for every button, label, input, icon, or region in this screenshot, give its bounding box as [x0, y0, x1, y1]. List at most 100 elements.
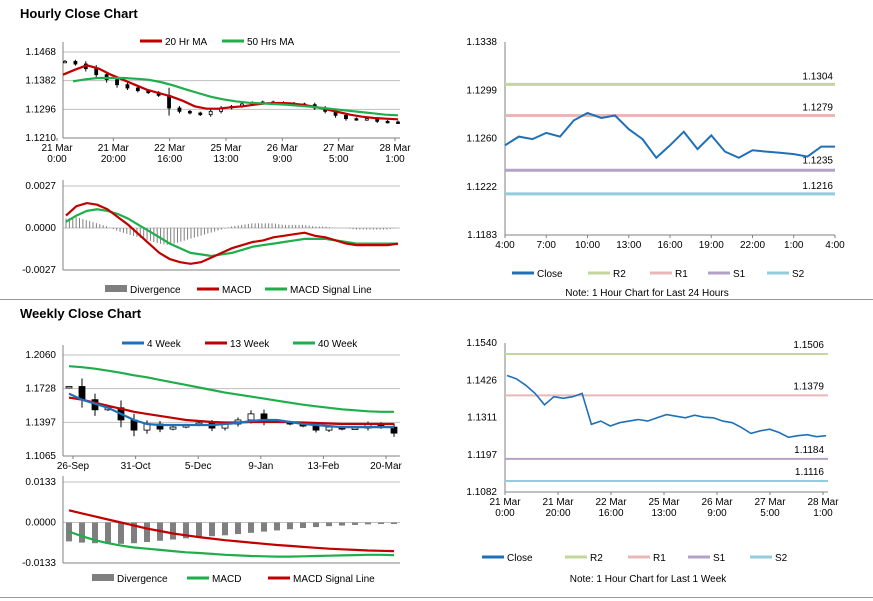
hourly-levels-x-tick-label: 7:00	[537, 240, 557, 251]
weekly-levels-x-tick-label: 13:00	[651, 508, 676, 519]
weekly-price-y-tick-label: 1.2060	[25, 350, 56, 361]
hourly-macd-legend-label: Divergence	[130, 285, 181, 296]
weekly-levels-x-tick-label: 22 Mar	[595, 497, 627, 508]
hourly-levels-y-tick-label: 1.1260	[466, 134, 497, 145]
weekly-levels-close-line	[506, 374, 827, 439]
weekly-macd-y-tick-label: 0.0000	[25, 518, 56, 529]
weekly-price-x-tick-label: 26-Sep	[57, 461, 90, 472]
weekly-divergence-bar	[391, 522, 397, 525]
hourly-levels-x-tick-label: 4:00	[825, 240, 845, 251]
hourly-price-candle-body	[354, 118, 359, 121]
hourly-price-x-tick-label: 27 Mar	[323, 143, 355, 154]
weekly-levels-legend-label: R2	[590, 553, 603, 564]
weekly-price-candle-body	[325, 426, 333, 431]
weekly-price-x-tick-label: 31-Oct	[121, 461, 151, 472]
weekly-price-y-tick-label: 1.1397	[25, 417, 56, 428]
weekly-divergence-bar	[287, 522, 293, 530]
weekly-title: Weekly Close Chart	[20, 306, 142, 321]
hourly-levels-close-line	[504, 111, 835, 160]
weekly-levels-x-tick-label: 26 Mar	[701, 497, 733, 508]
weekly-divergence-bar	[92, 522, 98, 544]
weekly-level-s1-label: 1.1184	[794, 445, 824, 456]
weekly-divergence-bar	[274, 522, 280, 531]
hourly-price-x-tick-label: 5:00	[329, 154, 349, 165]
weekly-divergence-bar	[378, 522, 384, 525]
weekly-divergence-bar	[196, 522, 202, 538]
hourly-price-x-tick-label: 16:00	[157, 154, 182, 165]
weekly-levels-legend-label: R1	[653, 553, 666, 564]
hourly-price-legend-label: 50 Hrs MA	[247, 37, 295, 48]
hourly-price-candle-body	[198, 112, 203, 116]
hourly-price-y-tick-label: 1.1296	[25, 104, 56, 115]
weekly-divergence-bar	[352, 522, 358, 525]
hourly-price-candle-body	[73, 60, 78, 65]
hourly-price-x-tick-label: 21 Mar	[98, 143, 130, 154]
hourly-price-candle-body	[125, 84, 130, 89]
weekly-levels-y-tick-label: 1.1540	[466, 338, 497, 349]
hourly-level-s1-label: 1.1235	[802, 155, 833, 166]
hourly-levels-y-tick-label: 1.1222	[466, 182, 497, 193]
hourly-price-legend-label: 20 Hr MA	[165, 37, 208, 48]
hourly-price-x-tick-label: 13:00	[213, 154, 238, 165]
weekly-divergence-bar	[79, 522, 85, 543]
hourly-price-candle-body	[63, 60, 67, 64]
hourly-levels-legend-label: R1	[675, 269, 688, 280]
weekly-level-r2-label: 1.1506	[793, 340, 824, 351]
hourly-macd-legend-label: MACD Signal Line	[290, 285, 372, 296]
weekly-levels-x-tick-label: 5:00	[760, 508, 780, 519]
hourly-macd-y-tick-label: -0.0027	[22, 265, 56, 276]
weekly-divergence-bar	[118, 522, 124, 544]
hourly-level-s2-label: 1.1216	[802, 181, 833, 192]
weekly-levels-legend-label: Close	[507, 553, 533, 564]
hourly-price-candle-body	[344, 114, 348, 120]
hourly-price-x-tick-label: 25 Mar	[210, 143, 242, 154]
weekly-levels-x-tick-label: 0:00	[495, 508, 515, 519]
weekly-levels-x-tick-label: 25 Mar	[648, 497, 680, 508]
hourly-price-x-tick-label: 1:00	[385, 154, 405, 165]
weekly-levels-x-tick-label: 20:00	[545, 508, 570, 519]
weekly-divergence-bar	[235, 522, 241, 535]
hourly-level-r2-label: 1.1304	[802, 71, 833, 82]
hourly-price-candle-body	[187, 110, 192, 114]
weekly-level-r1-label: 1.1379	[793, 381, 824, 392]
weekly-levels-x-tick-label: 21 Mar	[542, 497, 574, 508]
weekly-levels-x-tick-label: 1:00	[813, 508, 833, 519]
hourly-macd-legend-swatch	[105, 285, 127, 292]
weekly-levels-y-tick-label: 1.1311	[467, 413, 497, 424]
hourly-price-x-tick-label: 28 Mar	[379, 143, 411, 154]
weekly-macd-signal-line	[68, 509, 395, 553]
hourly-price-candle-body	[396, 121, 400, 124]
hourly-price-candle-body	[208, 110, 213, 116]
weekly-price-x-tick-label: 9-Jan	[248, 461, 273, 472]
weekly-divergence-bar	[131, 522, 137, 544]
weekly-macd-legend-label: Divergence	[117, 574, 168, 585]
hourly-price-candle-body	[385, 120, 390, 124]
hourly-levels-x-tick-label: 4:00	[495, 240, 515, 251]
hourly-levels-legend-label: S2	[792, 269, 805, 280]
weekly-divergence-bar	[105, 522, 111, 544]
hourly-levels-x-tick-label: 16:00	[657, 240, 682, 251]
weekly-levels-x-tick-label: 27 Mar	[754, 497, 786, 508]
hourly-price-x-tick-label: 0:00	[47, 154, 67, 165]
weekly-price-candle-body	[351, 427, 359, 430]
weekly-divergence-bar	[326, 522, 332, 527]
weekly-level-s2-label: 1.1116	[795, 467, 825, 478]
weekly-price-candle-body	[312, 425, 320, 431]
hourly-levels-legend-label: S1	[733, 269, 746, 280]
weekly-divergence-bar	[209, 522, 215, 537]
weekly-macd-legend-label: MACD	[212, 574, 241, 585]
weekly-price-x-tick-label: 13-Feb	[308, 461, 340, 472]
weekly-price-candle-body	[169, 426, 177, 430]
hourly-levels-x-tick-label: 22:00	[740, 240, 765, 251]
weekly-macd-line	[68, 530, 395, 558]
weekly-price-x-tick-label: 20-Mar	[370, 461, 402, 472]
hourly-levels-y-tick-label: 1.1338	[466, 37, 497, 48]
weekly-levels-legend-label: S1	[713, 553, 726, 564]
hourly-macd-y-tick-label: 0.0000	[25, 223, 56, 234]
hourly-levels-note: Note: 1 Hour Chart for Last 24 Hours	[565, 288, 728, 299]
weekly-price-legend-label: 13 Week	[230, 339, 270, 350]
hourly-levels-legend-label: R2	[613, 269, 626, 280]
hourly-levels-x-tick-label: 13:00	[616, 240, 641, 251]
weekly-price-legend-label: 40 Week	[318, 339, 358, 350]
